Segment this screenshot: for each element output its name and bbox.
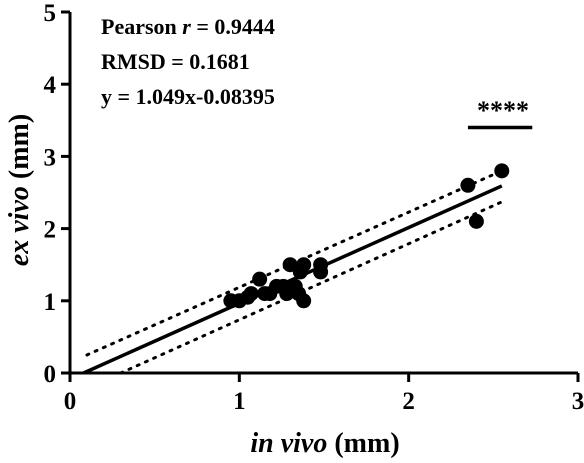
x-tick-label: 3: [572, 388, 584, 415]
x-tick-label: 2: [402, 388, 415, 415]
equation-annotation: y = 1.049x-0.08395: [101, 84, 275, 109]
y-axis-title-unit: (mm): [4, 114, 35, 186]
y-tick-label: 3: [44, 144, 57, 171]
y-tick-label: 5: [44, 0, 57, 27]
y-tick-label: 4: [44, 72, 57, 99]
y-tick-label: 1: [44, 289, 57, 316]
x-tick-label: 0: [64, 388, 77, 415]
data-point: [296, 257, 312, 273]
pearson-value: = 0.9444: [191, 14, 275, 39]
data-point: [494, 163, 510, 179]
y-tick-label: 2: [44, 217, 57, 244]
rmsd-annotation: RMSD = 0.1681: [101, 49, 250, 74]
pearson-prefix: Pearson: [101, 14, 182, 39]
y-axis-title-italic: ex vivo: [4, 186, 35, 266]
data-point: [313, 264, 329, 280]
x-axis-title-unit: (mm): [327, 428, 399, 459]
ci-lower-line: [119, 200, 504, 375]
x-tick-label: 1: [233, 388, 246, 415]
significance-stars: ****: [477, 96, 529, 125]
plot-layer: 0 1 2 3 0 1 2 3 4 5: [44, 0, 584, 415]
pearson-symbol: r: [182, 14, 191, 39]
x-axis-title-italic: in vivo: [250, 428, 327, 459]
data-point: [252, 271, 268, 287]
y-tick-label: 0: [44, 361, 57, 388]
x-axis-title: in vivo (mm): [250, 428, 399, 459]
data-point: [460, 177, 476, 193]
y-axis-title: ex vivo (mm): [4, 114, 35, 266]
pearson-annotation: Pearson r = 0.9444: [101, 14, 275, 39]
data-point: [468, 213, 484, 229]
data-point: [243, 286, 259, 302]
data-point: [296, 293, 312, 309]
